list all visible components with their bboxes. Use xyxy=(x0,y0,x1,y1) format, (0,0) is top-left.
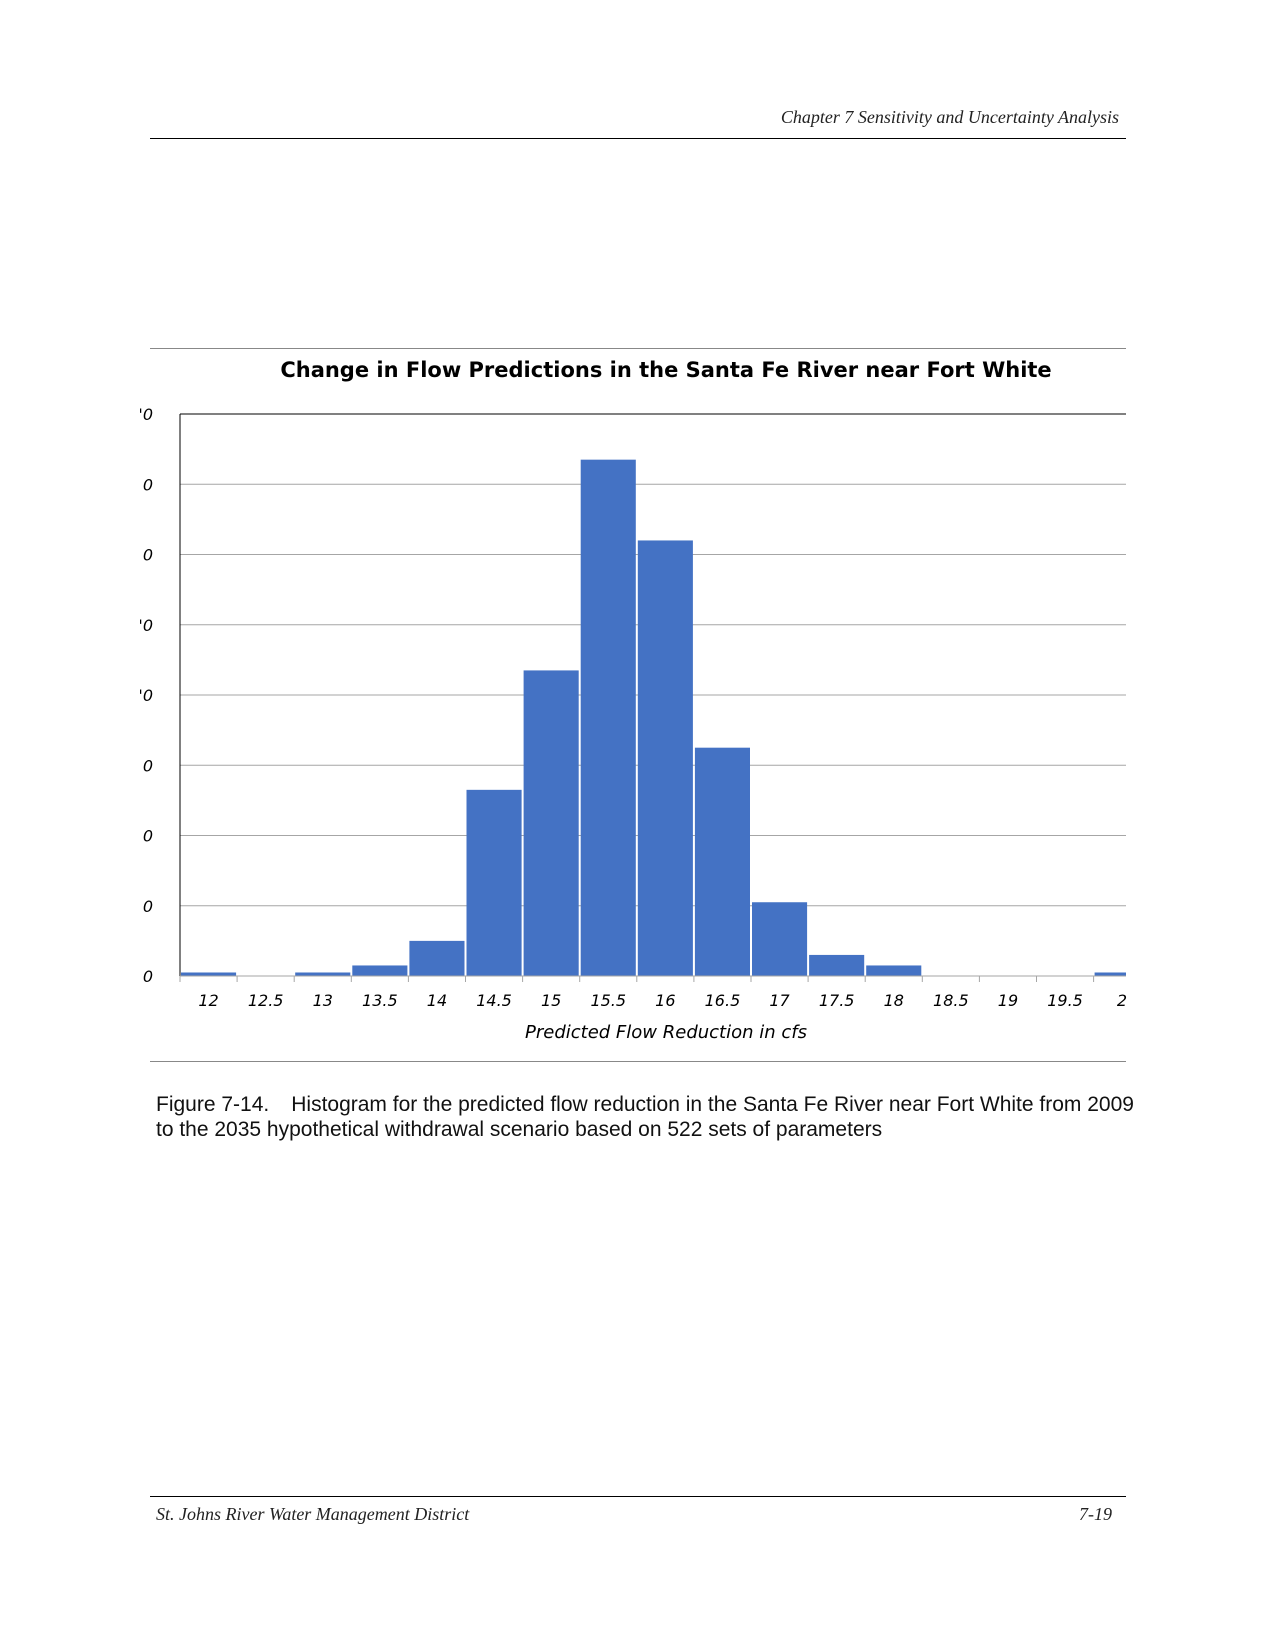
page-number: 7-19 xyxy=(1079,1504,1112,1524)
histogram-bar xyxy=(580,459,636,977)
histogram-chart: Change in Flow Predictions in the Santa … xyxy=(140,358,1127,1043)
figure-caption: Figure 7-14. Histogram for the predicted … xyxy=(156,1092,1136,1142)
chart-title: Change in Flow Predictions in the Santa … xyxy=(280,358,1051,382)
figure-bottom-rule xyxy=(150,1061,1126,1062)
page-header: Chapter 7 Sensitivity and Uncertainty An… xyxy=(780,107,1119,127)
x-tick-label: 17 xyxy=(769,991,790,1010)
x-tick-label: 16 xyxy=(655,991,675,1010)
x-tick-label: 2 xyxy=(1117,991,1127,1010)
y-tick-labels: 0 0 0 0 '0 '0 0 0 '0 xyxy=(140,405,153,986)
x-tick-label: 13.5 xyxy=(362,991,398,1010)
axes xyxy=(179,414,1126,977)
x-tick-label: 12.5 xyxy=(248,991,284,1010)
y-tick-label: 0 xyxy=(143,827,153,846)
histogram-bar xyxy=(409,940,465,976)
histogram-bar xyxy=(295,972,351,976)
bars xyxy=(181,459,1126,977)
x-tick-label: 18 xyxy=(884,991,904,1010)
histogram-bar xyxy=(752,902,808,976)
histogram-bar xyxy=(466,789,522,976)
header-rule xyxy=(150,138,1126,139)
x-axis-label: Predicted Flow Reduction in cfs xyxy=(525,1022,807,1043)
y-tick-label: '0 xyxy=(140,686,153,705)
histogram-bar xyxy=(694,747,750,976)
y-tick-label: 0 xyxy=(143,546,153,565)
x-ticks xyxy=(179,976,1095,982)
y-tick-label: 0 xyxy=(143,897,153,916)
x-tick-label: 15.5 xyxy=(590,991,626,1010)
histogram-bar xyxy=(523,670,579,976)
figure-top-rule xyxy=(150,348,1126,349)
histogram-bar xyxy=(352,965,408,976)
x-tick-label: 19 xyxy=(998,991,1018,1010)
y-tick-label: '0 xyxy=(140,405,153,424)
x-tick-label: 15 xyxy=(541,991,561,1010)
y-tick-label: 0 xyxy=(143,967,153,986)
x-tick-label: 13 xyxy=(313,991,333,1010)
histogram-bar xyxy=(181,972,237,976)
y-tick-label: 0 xyxy=(143,756,153,775)
x-tick-label: 18.5 xyxy=(933,991,969,1010)
x-tick-label: 19.5 xyxy=(1047,991,1083,1010)
caption-label: Figure 7-14. xyxy=(156,1093,270,1116)
x-tick-label: 16.5 xyxy=(705,991,741,1010)
y-tick-label: '0 xyxy=(140,616,153,635)
x-tick-labels: 12 12.5 13 13.5 14 14.5 15 15.5 16 16.5 17 17.5 18 18… xyxy=(198,991,1127,1010)
x-tick-label: 14 xyxy=(427,991,447,1010)
y-tick-label: 0 xyxy=(143,475,153,494)
footer-rule xyxy=(150,1496,1126,1497)
x-tick-label: 12 xyxy=(198,991,218,1010)
histogram-bar xyxy=(866,965,922,976)
x-tick-label: 17.5 xyxy=(819,991,855,1010)
caption-text: Histogram for the predicted flow reducti… xyxy=(156,1093,1134,1141)
histogram-bar xyxy=(1094,972,1126,976)
x-tick-label: 14.5 xyxy=(476,991,512,1010)
footer-organization: St. Johns River Water Management Distric… xyxy=(156,1504,470,1524)
histogram-bar xyxy=(809,954,865,976)
histogram-bar xyxy=(637,540,693,976)
